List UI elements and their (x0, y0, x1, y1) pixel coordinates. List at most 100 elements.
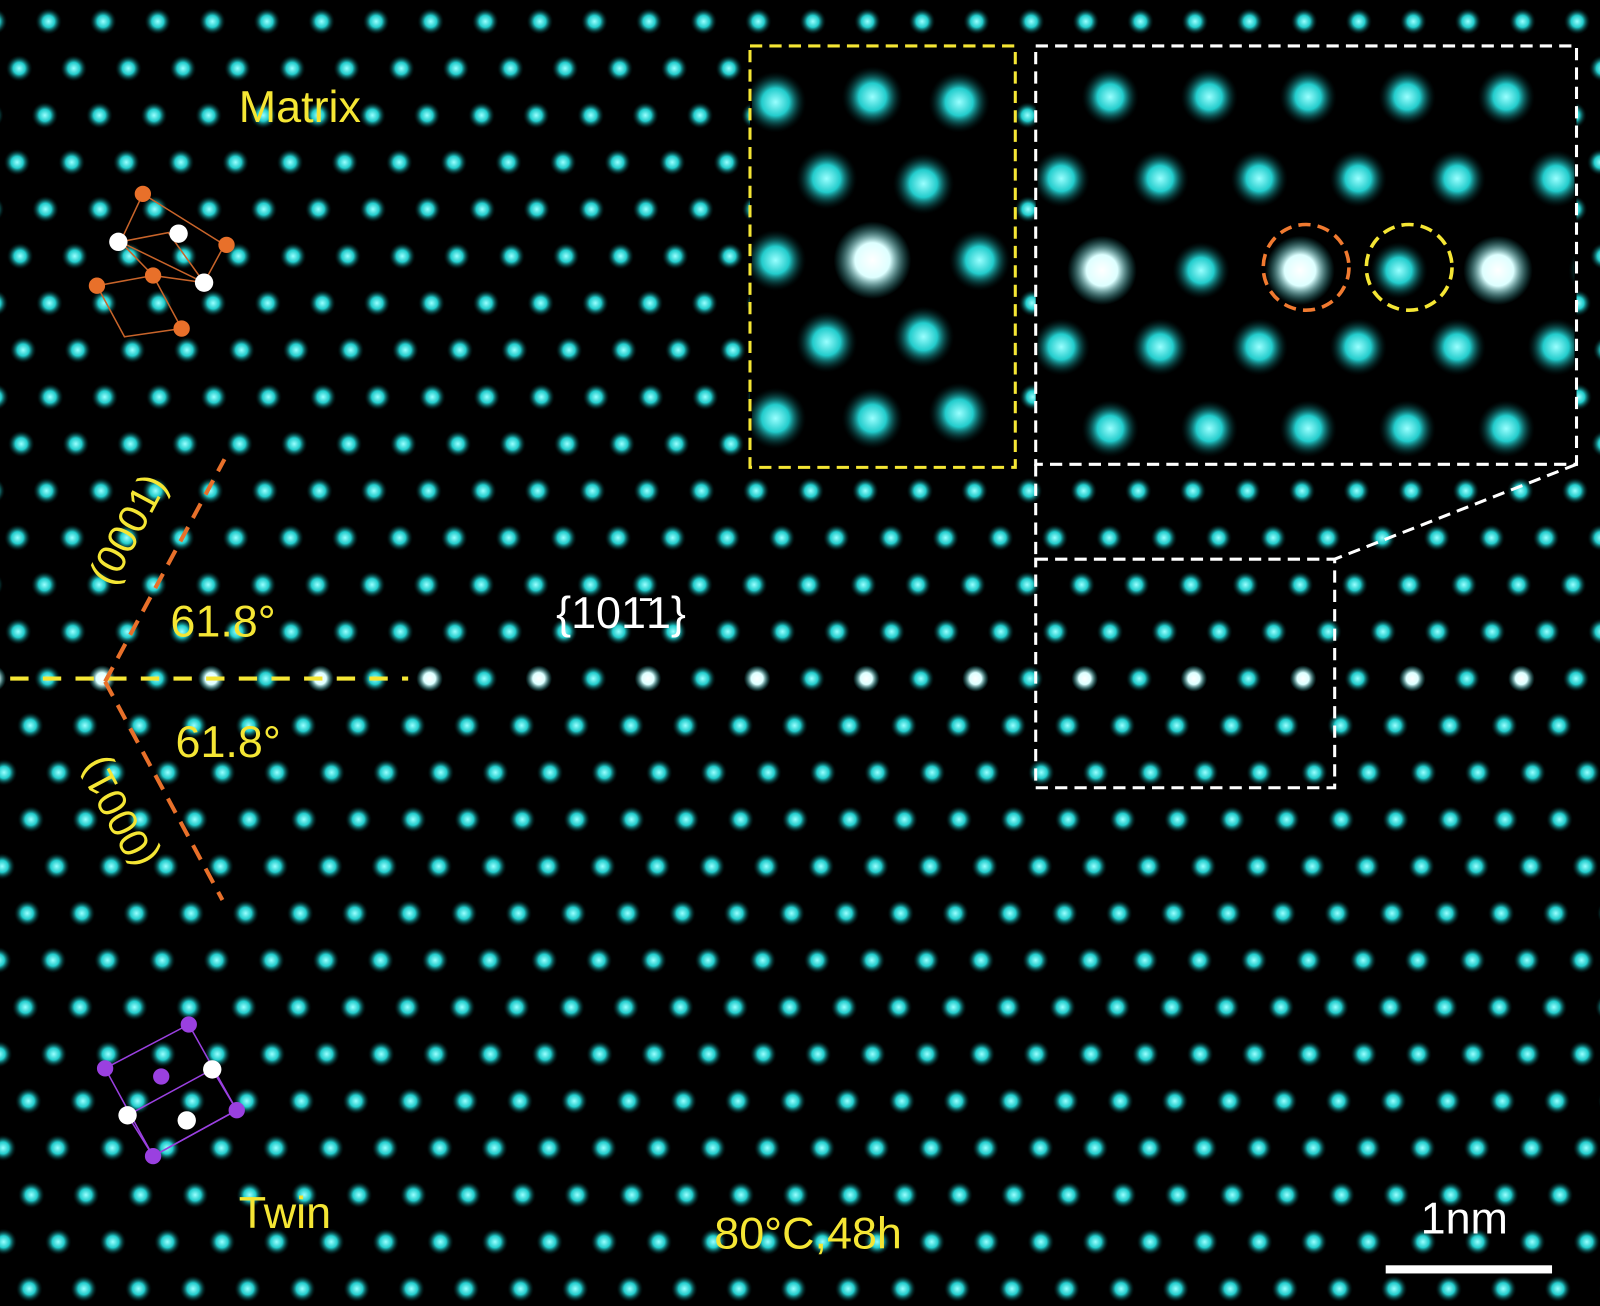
atom (1437, 806, 1464, 833)
atom (1082, 759, 1110, 786)
atom (549, 148, 577, 176)
atom (672, 806, 700, 833)
atom (17, 806, 45, 833)
atom (664, 336, 692, 364)
atom (1022, 946, 1049, 974)
atom (86, 102, 113, 129)
atom (1269, 899, 1297, 927)
atom (290, 806, 318, 833)
atom (1026, 853, 1053, 880)
atom (749, 946, 776, 974)
condition-label: 80°C,48h (714, 1208, 902, 1259)
atom (1464, 1228, 1491, 1256)
atom (342, 1087, 370, 1115)
atom (644, 1134, 672, 1162)
atom (1328, 1181, 1355, 1209)
atom (850, 571, 877, 598)
atom (1519, 759, 1546, 786)
atom (670, 1087, 697, 1115)
atom (0, 384, 9, 410)
atom (590, 1228, 618, 1256)
atom (44, 1134, 71, 1162)
atom (836, 806, 864, 833)
atom (795, 571, 822, 598)
atom (232, 899, 259, 927)
atom (441, 618, 469, 645)
atom (561, 1087, 588, 1115)
atom (631, 571, 659, 598)
atom (590, 1134, 617, 1162)
atom (550, 618, 578, 645)
atom (907, 665, 935, 692)
atom (288, 1087, 315, 1115)
atom (1559, 571, 1587, 598)
atom (1561, 477, 1589, 505)
atom (1378, 899, 1406, 927)
atom (335, 430, 363, 458)
atom (18, 1181, 45, 1209)
atom (203, 946, 230, 974)
atom (94, 946, 121, 974)
atom (169, 55, 197, 82)
basal-line (103, 680, 225, 901)
atom (1477, 68, 1535, 126)
atom (1067, 235, 1137, 306)
atom (171, 430, 199, 458)
atom (496, 618, 523, 645)
atom (809, 759, 837, 786)
atom (154, 759, 182, 786)
atom (582, 383, 610, 411)
atom (1397, 477, 1425, 505)
atom (1568, 252, 1575, 289)
atom (145, 289, 172, 317)
atom (154, 1228, 181, 1256)
atom (285, 993, 312, 1021)
atom (360, 477, 388, 505)
atom (1096, 524, 1123, 552)
atom (1136, 1134, 1163, 1162)
atom (863, 1134, 890, 1162)
atom (1404, 946, 1431, 974)
atom (1382, 806, 1410, 833)
atom (43, 853, 70, 880)
atom (640, 946, 667, 974)
atom (344, 712, 372, 739)
atom (1341, 571, 1368, 598)
atom (752, 229, 807, 291)
atom (482, 759, 509, 786)
atom (448, 993, 476, 1021)
atom (1068, 571, 1095, 598)
atom (397, 1087, 424, 1115)
atom (1080, 853, 1108, 880)
atom (425, 853, 453, 880)
atom (725, 1275, 753, 1303)
atom (40, 1040, 67, 1068)
atom (501, 336, 528, 364)
atom (669, 899, 696, 927)
atom (1213, 993, 1240, 1021)
atom (59, 618, 87, 645)
atom (1273, 806, 1300, 833)
atom (175, 993, 203, 1021)
atom (1126, 665, 1153, 692)
atom (126, 806, 154, 833)
atom (0, 290, 9, 316)
atom (803, 946, 831, 974)
atom (752, 387, 807, 449)
atom (89, 8, 117, 35)
atom (1271, 1275, 1299, 1303)
atom (170, 242, 198, 270)
atom (454, 806, 481, 833)
atom (61, 242, 88, 270)
atom (713, 148, 741, 176)
atom (1179, 477, 1207, 505)
atom (1214, 899, 1242, 927)
inset-white (1034, 44, 1579, 466)
atom (742, 477, 770, 505)
atom (698, 853, 725, 880)
atom (645, 759, 673, 786)
atom (178, 1087, 206, 1115)
atom (149, 1040, 177, 1068)
atom (1400, 8, 1427, 35)
atom (85, 571, 113, 598)
